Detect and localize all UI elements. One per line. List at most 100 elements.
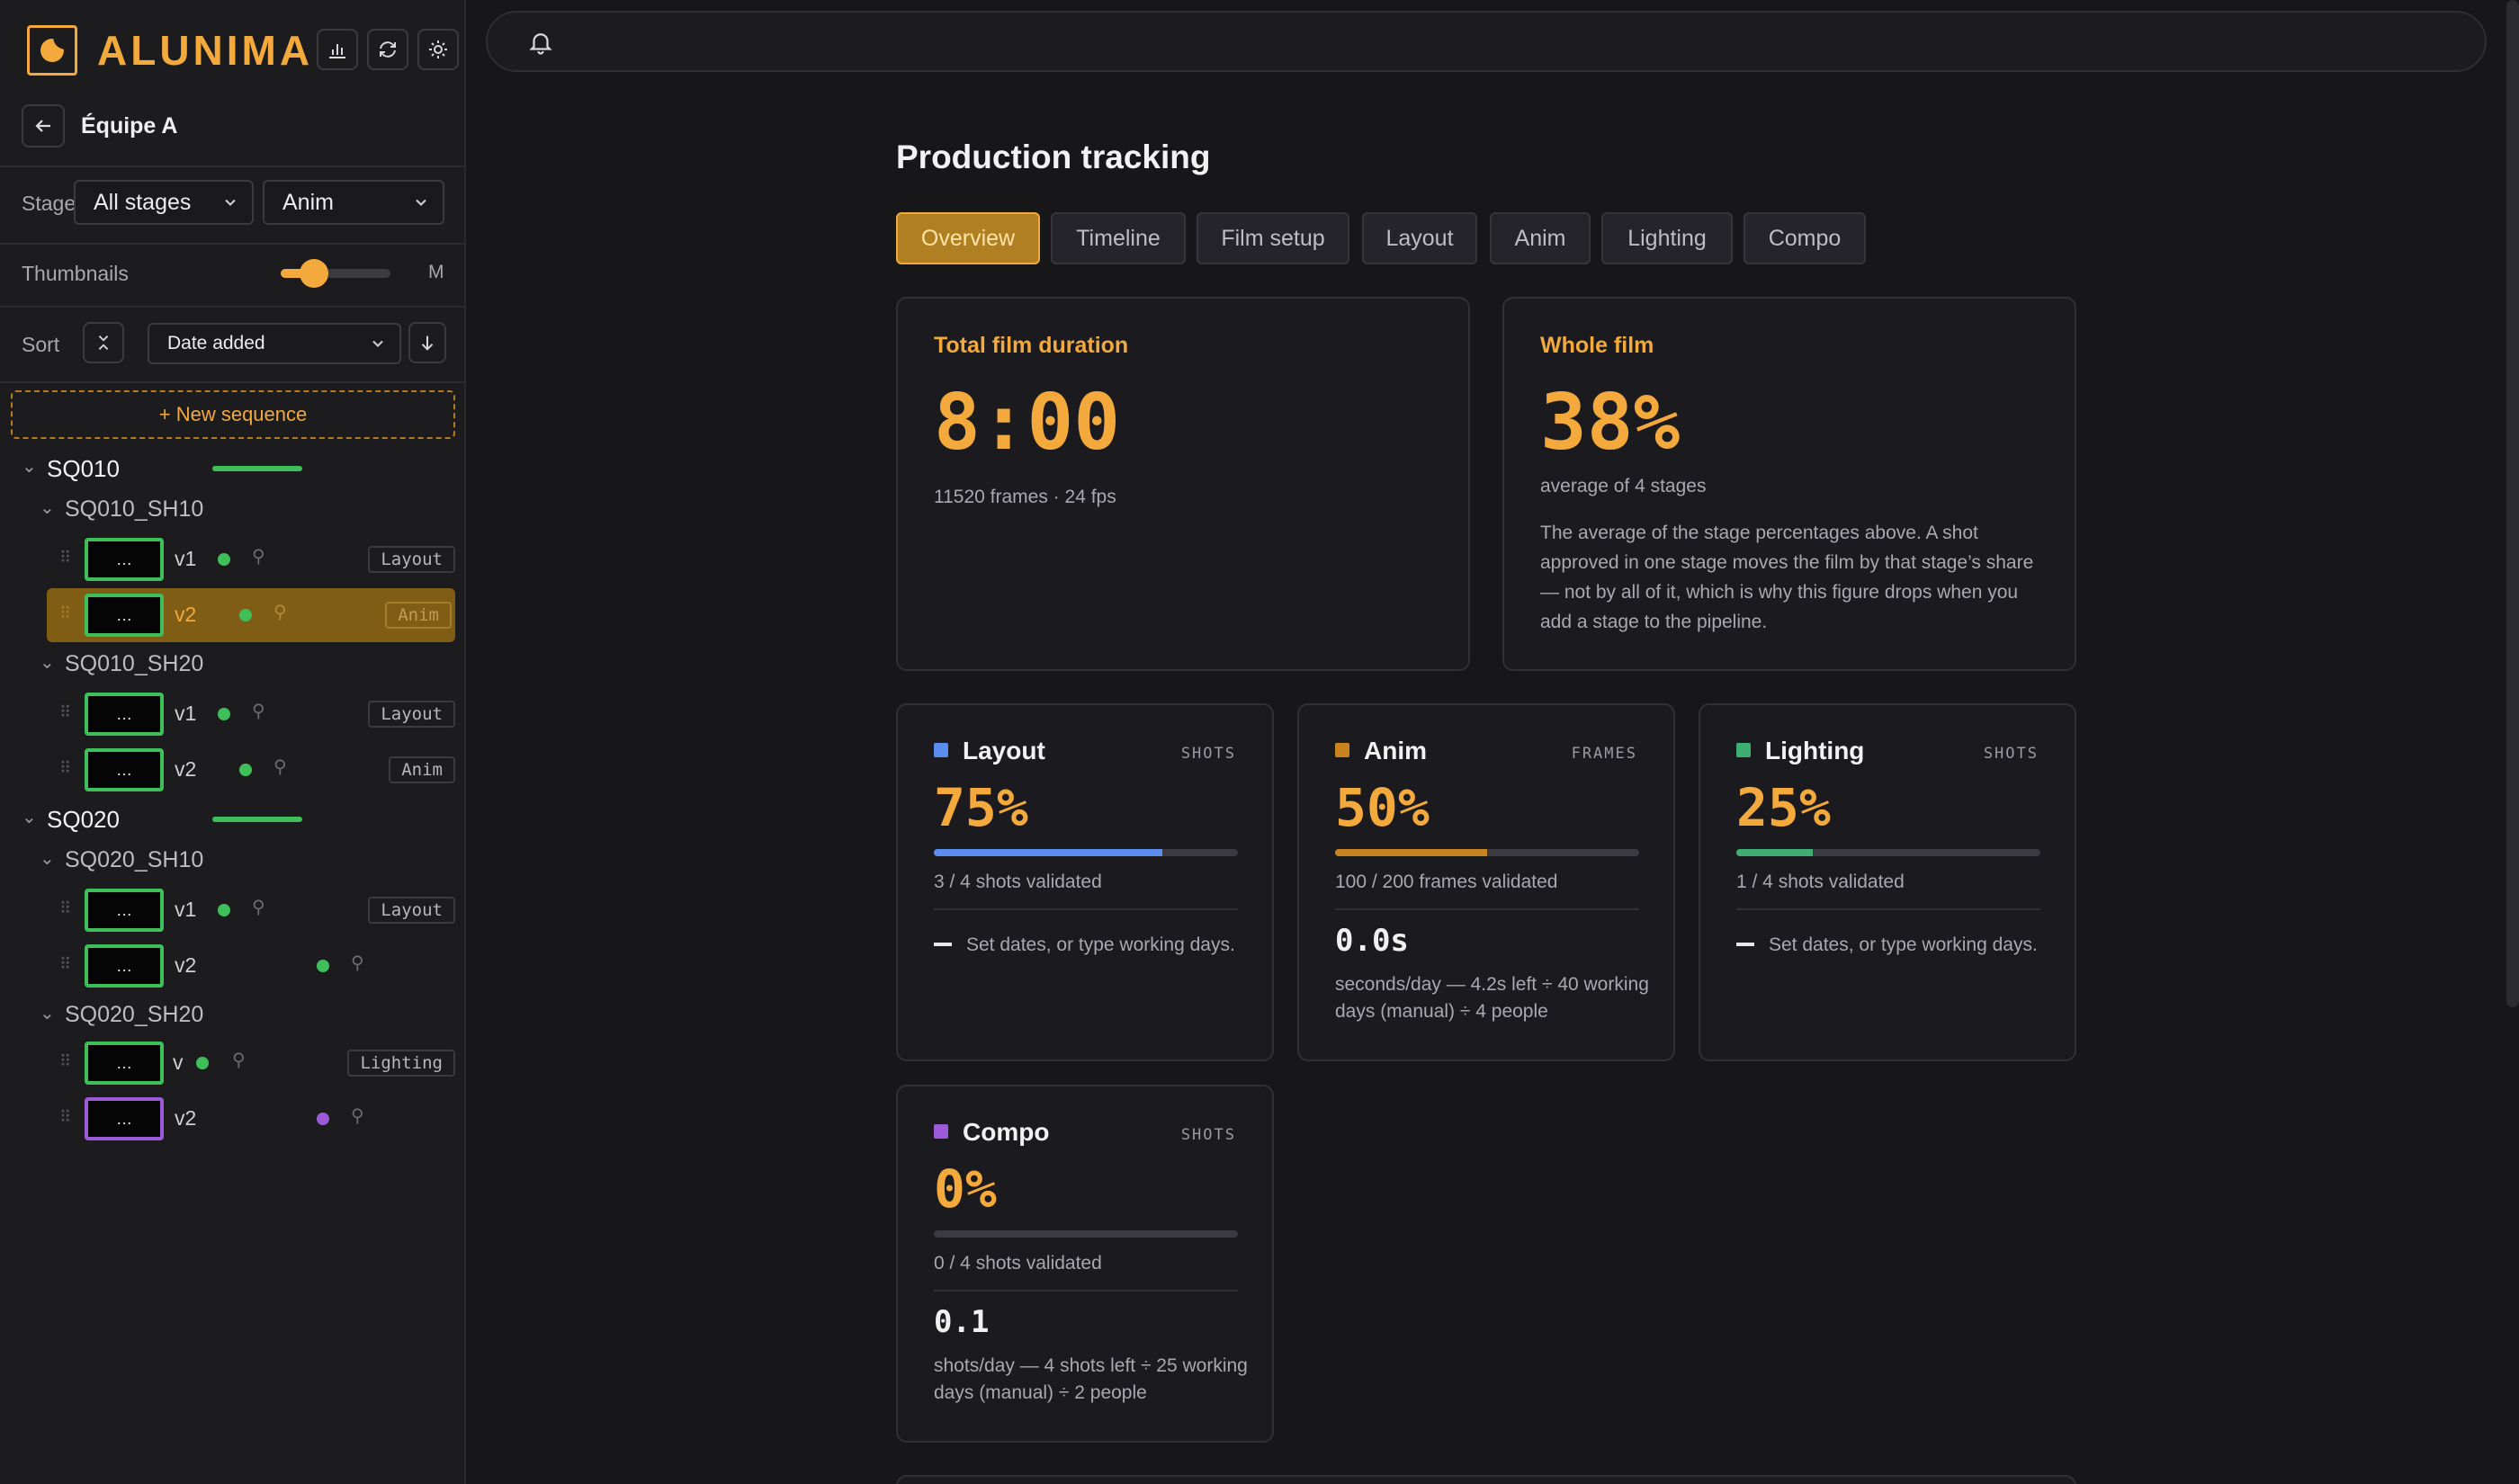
status-dot [218,708,230,720]
brand: ALUNIMA [27,25,313,76]
divider [1335,908,1639,910]
stage-select[interactable]: All stages [74,180,254,225]
version-thumbnail[interactable]: … [85,1041,164,1085]
stage-color-swatch [1335,743,1349,757]
film-duration-card: Total film duration 8:00 11520 frames · … [896,297,1470,671]
chevron-down-icon[interactable]: ⌄ [40,1004,55,1024]
pin-icon[interactable]: ⚲ [351,1106,364,1126]
chevron-down-icon[interactable]: ⌄ [40,849,55,869]
stage-card-compo: Compo SHOTS 0% 0 / 4 shots validated 0.1… [896,1085,1274,1443]
stats-button[interactable] [317,29,358,70]
tree-version[interactable]: ⠿ … v2 ⚲ Anim [0,745,466,795]
status-dot [196,1057,209,1069]
version-thumbnail[interactable]: … [85,889,164,932]
version-thumbnail[interactable]: … [85,1097,164,1140]
tree-version[interactable]: ⠿ … v2 ⚲ [0,941,466,991]
page-title: Production tracking [896,139,1211,175]
slider-handle[interactable] [299,259,328,288]
drag-handle-icon[interactable]: ⠿ [59,549,71,567]
tree-shot[interactable]: ⌄ SQ010_SH10 [0,484,466,534]
status-dot [218,553,230,566]
shot-name: SQ020_SH10 [65,847,204,872]
stage-validated: 100 / 200 frames validated [1335,872,1558,892]
tab-compo[interactable]: Compo [1744,212,1866,264]
tree-version[interactable]: ⠿ … v1 ⚲ Layout [0,885,466,935]
stage-unit: SHOTS [1983,745,2039,763]
stage-color-swatch [934,1124,948,1139]
new-sequence-button[interactable]: + New sequence [11,390,455,439]
status-dot [317,1113,329,1125]
stage-tag: Layout [368,701,455,728]
version-thumbnail[interactable]: … [85,693,164,736]
chevron-down-icon[interactable]: ⌄ [22,808,37,827]
drag-handle-icon[interactable]: ⠿ [59,703,71,721]
sequence-name: SQ010 [47,455,120,482]
tab-timeline[interactable]: Timeline [1051,212,1186,264]
divider [0,306,466,308]
chevron-down-icon[interactable]: ⌄ [22,457,37,477]
pin-icon[interactable]: ⚲ [232,1050,246,1070]
drag-handle-icon[interactable]: ⠿ [59,604,71,622]
sort-direction-button[interactable] [408,322,446,363]
chevron-down-icon[interactable]: ⌄ [40,498,55,518]
scrollbar[interactable] [2506,0,2519,1007]
stage-select-value: All stages [94,189,192,215]
progress-fill [1335,849,1487,856]
drag-handle-icon[interactable]: ⠿ [59,899,71,917]
refresh-button[interactable] [367,29,408,70]
stage-name: Layout [963,737,1045,764]
version-thumbnail[interactable]: … [85,748,164,791]
tree-sequence[interactable]: ⌄ SQ020 [0,793,466,844]
stage-unit: SHOTS [1180,745,1236,763]
version-label: v2 [175,603,197,626]
tree-shot[interactable]: ⌄ SQ020_SH20 [0,989,466,1040]
tree-version[interactable]: ⠿ … v2 ⚲ [0,1094,466,1144]
stage-rate: 0.1 [934,1304,990,1340]
tree-version[interactable]: ⠿ … v ⚲ Lighting [0,1038,466,1088]
tab-film-setup[interactable]: Film setup [1197,212,1349,264]
thumbnail-size-slider[interactable] [281,269,390,278]
back-button[interactable] [22,104,65,148]
tab-layout[interactable]: Layout [1362,212,1477,264]
collapse-all-button[interactable] [83,322,124,363]
tree-sequence[interactable]: ⌄ SQ010 [0,443,466,493]
drag-handle-icon[interactable]: ⠿ [59,1052,71,1070]
stage-color-swatch [1736,743,1751,757]
theme-toggle-button[interactable] [417,29,459,70]
version-thumbnail[interactable]: … [85,594,164,637]
progress-fill [934,849,1162,856]
stage-name: Anim [1364,737,1427,764]
pin-icon[interactable]: ⚲ [273,757,287,777]
department-select[interactable]: Anim [263,180,444,225]
pin-icon[interactable]: ⚲ [252,898,265,917]
tree-shot[interactable]: ⌄ SQ010_SH20 [0,639,466,689]
drag-handle-icon[interactable]: ⠿ [59,759,71,777]
version-thumbnail[interactable]: … [85,538,164,581]
pin-icon[interactable]: ⚲ [351,953,364,973]
tab-anim[interactable]: Anim [1490,212,1591,264]
drag-handle-icon[interactable]: ⠿ [59,955,71,973]
pin-icon[interactable]: ⚲ [252,702,265,721]
divider [934,908,1238,910]
pin-icon[interactable]: ⚲ [273,603,287,622]
stage-color-swatch [934,743,948,757]
tab-lighting[interactable]: Lighting [1601,212,1733,264]
sort-select-value: Date added [167,333,265,353]
stage-progress-bar [934,1230,1238,1238]
pin-icon[interactable]: ⚲ [252,547,265,567]
tree-shot[interactable]: ⌄ SQ020_SH10 [0,835,466,885]
sort-select[interactable]: Date added [148,323,401,364]
tree-version[interactable]: ⠿ … v1 ⚲ Layout [0,534,466,585]
chevron-down-icon[interactable]: ⌄ [40,653,55,673]
version-thumbnail[interactable]: … [85,944,164,988]
drag-handle-icon[interactable]: ⠿ [59,1108,71,1126]
bell-icon[interactable] [527,29,554,56]
stage-note: Set dates, or type working days. [1769,934,2038,955]
status-dot [218,904,230,916]
tree-version-selected[interactable]: ⠿ … v2 ⚲ Anim [0,590,466,640]
sequence-progress [212,466,302,471]
stage-label: Stage [22,192,76,215]
tab-overview[interactable]: Overview [896,212,1040,264]
tree-version[interactable]: ⠿ … v1 ⚲ Layout [0,689,466,739]
whole-film-percent: 38% [1540,378,1681,468]
